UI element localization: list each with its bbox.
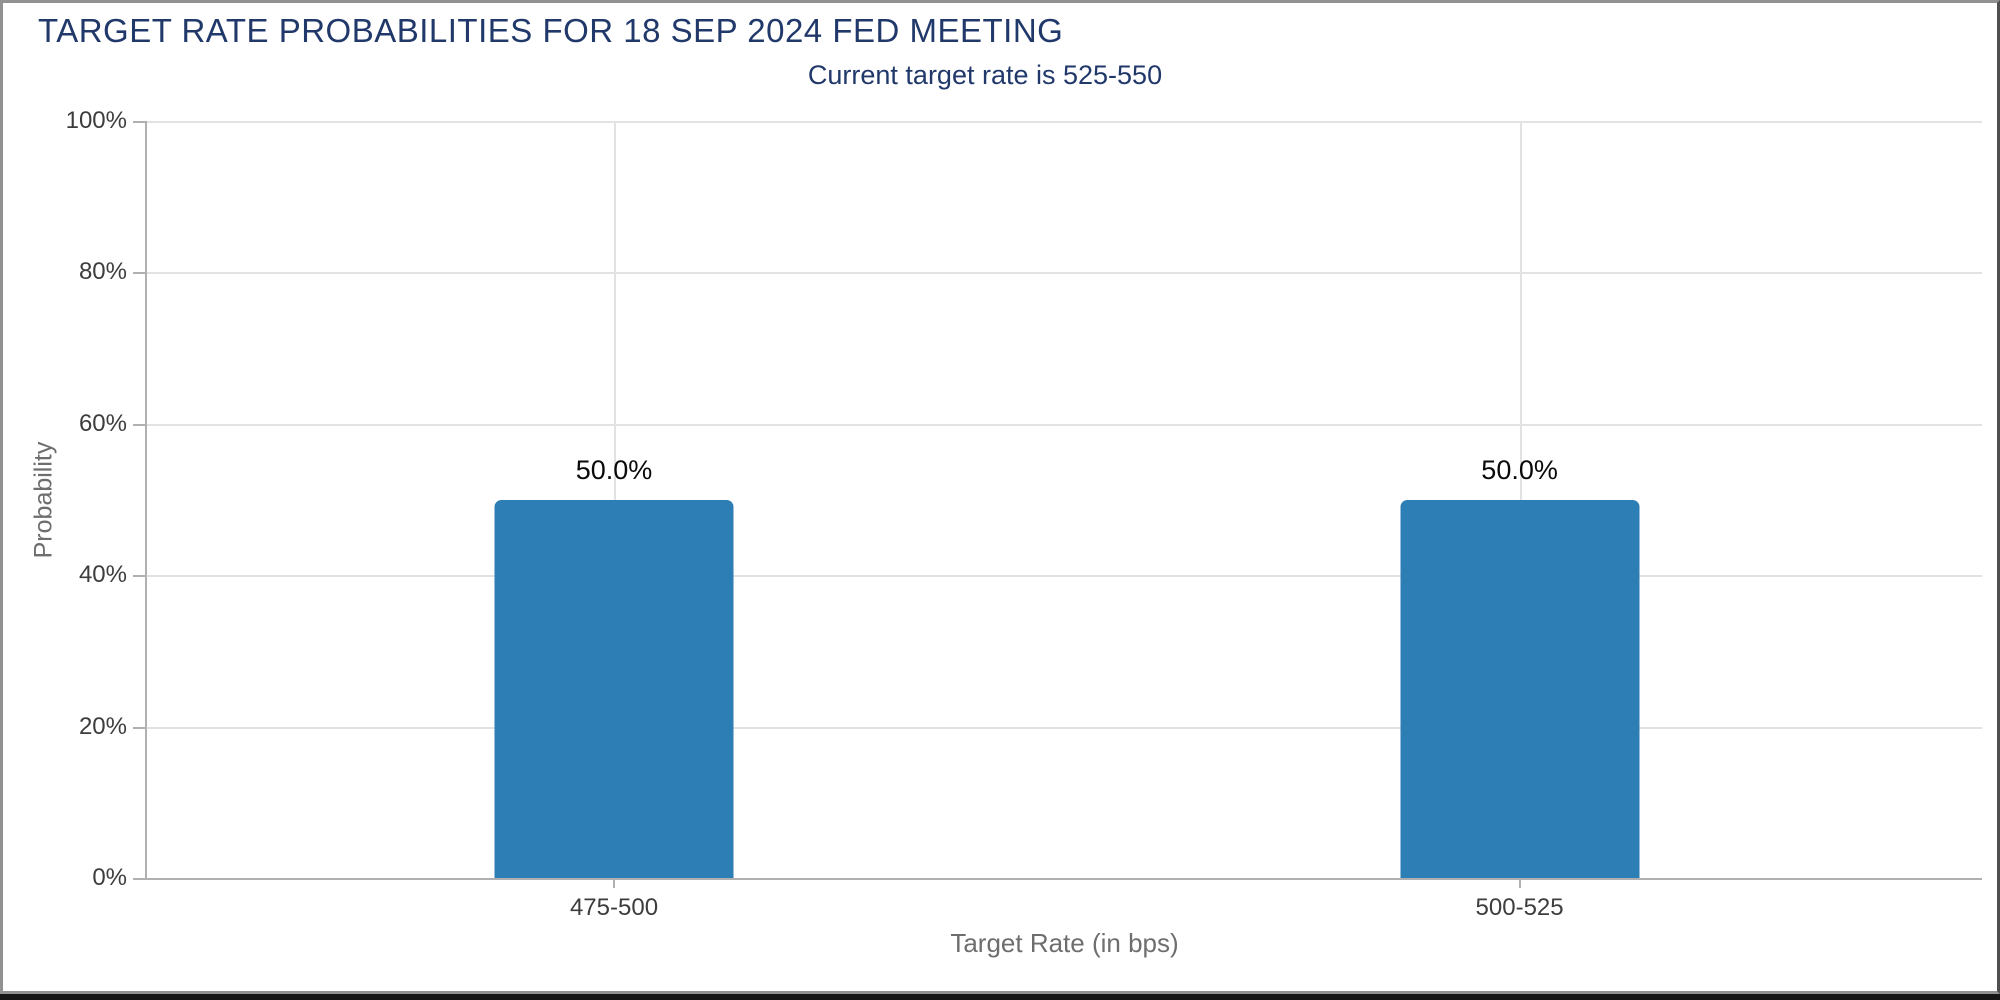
chart-title: TARGET RATE PROBABILITIES FOR 18 SEP 202… — [38, 12, 1064, 49]
x-tick-label: 475-500 — [569, 894, 659, 921]
y-tick-label: 80% — [78, 258, 127, 286]
bar-value-label: 50.0% — [1481, 454, 1558, 485]
gridline-horizontal — [147, 121, 1982, 123]
bar-500-525: 50.0% — [1400, 455, 1640, 878]
plot-area: 0% 20% 40% 60% 80% 100% 50.0% 50.0% 475-… — [30, 107, 1982, 958]
gridline-horizontal — [147, 423, 1982, 426]
y-tick-label: 40% — [78, 561, 127, 589]
x-tickmark — [1518, 878, 1521, 888]
gridline-horizontal — [147, 726, 1982, 729]
y-tick-label: 0% — [92, 864, 127, 891]
x-axis-title: Target Rate (in bps) — [950, 928, 1179, 958]
y-tick-label: 60% — [78, 409, 127, 437]
window-bottom-edge — [0, 994, 2000, 1000]
y-tickmark — [133, 575, 145, 578]
x-tick-label: 500-525 — [1475, 894, 1564, 921]
y-axis-title: Probability — [29, 441, 58, 558]
x-tickmark — [613, 878, 615, 888]
y-tickmark — [133, 272, 145, 275]
gridline-horizontal — [147, 272, 1982, 275]
y-tick-label: 20% — [78, 712, 127, 740]
gridline-horizontal — [147, 575, 1982, 578]
chart-subtitle: Current target rate is 525-550 — [807, 60, 1163, 90]
y-tickmark — [133, 121, 145, 123]
y-tick-label: 100% — [65, 107, 127, 134]
bar-value-label: 50.0% — [575, 454, 653, 485]
y-tickmark — [133, 726, 145, 729]
y-tickmark — [133, 423, 145, 426]
y-tickmark — [133, 878, 145, 880]
bar-475-500: 50.0% — [494, 455, 734, 878]
